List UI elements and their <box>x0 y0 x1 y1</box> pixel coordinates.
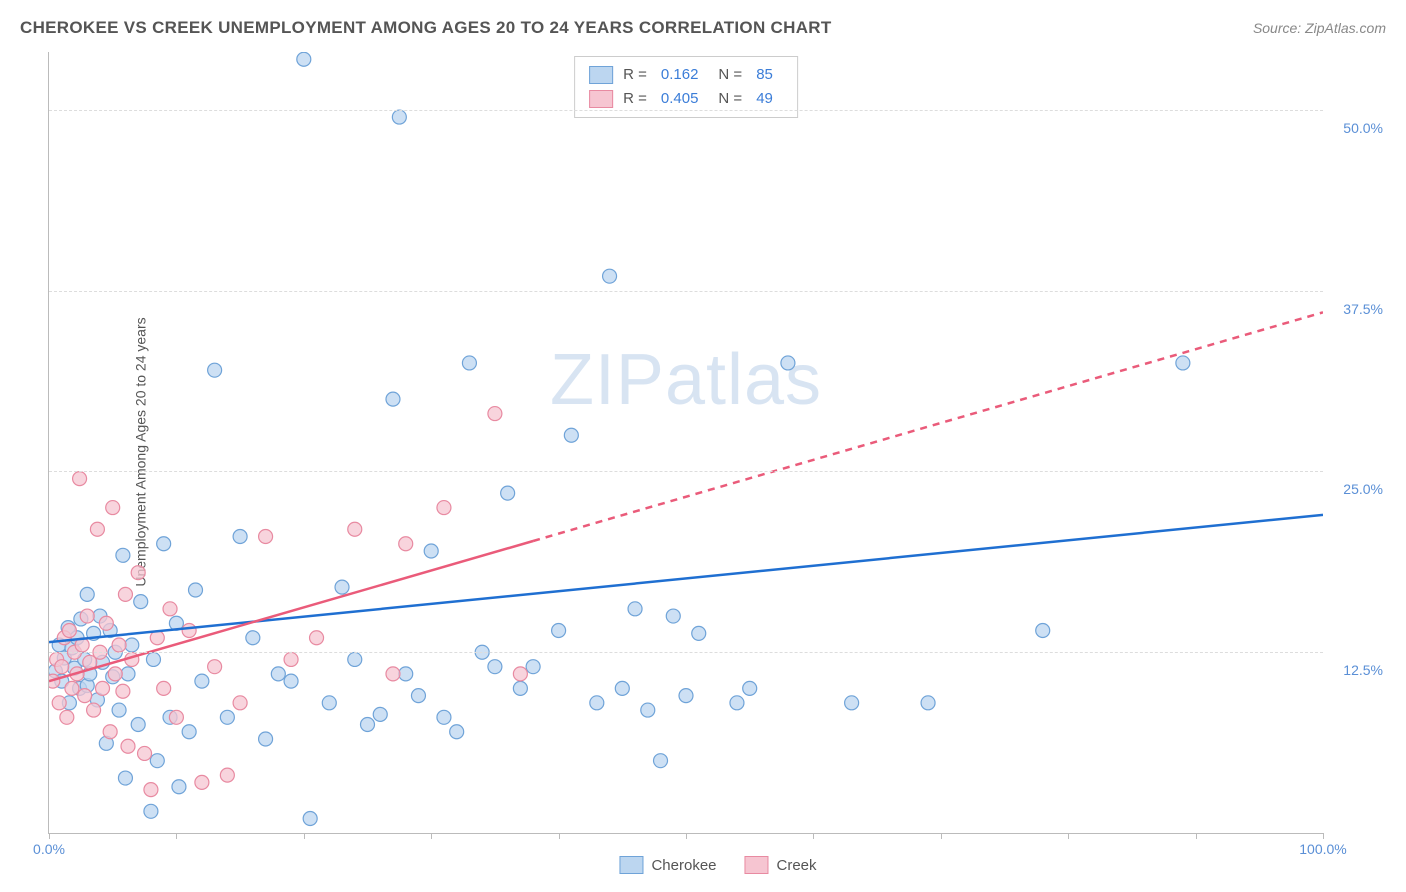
x-tick <box>49 833 50 839</box>
chart-title: CHEROKEE VS CREEK UNEMPLOYMENT AMONG AGE… <box>20 18 832 38</box>
y-tick-label: 12.5% <box>1343 662 1383 678</box>
source-label: Source: ZipAtlas.com <box>1253 20 1386 36</box>
gridline <box>49 652 1323 653</box>
legend-item-cherokee: Cherokee <box>619 856 716 874</box>
x-tick <box>559 833 560 839</box>
swatch-cherokee <box>619 856 643 874</box>
x-tick <box>941 833 942 839</box>
x-tick-label-left: 0.0% <box>33 841 65 857</box>
swatch-creek <box>745 856 769 874</box>
x-tick <box>1068 833 1069 839</box>
y-tick-label: 50.0% <box>1343 120 1383 136</box>
gridline <box>49 471 1323 472</box>
series-legend: Cherokee Creek <box>619 856 816 874</box>
x-tick <box>1323 833 1324 839</box>
x-tick <box>431 833 432 839</box>
x-tick <box>304 833 305 839</box>
legend-label-cherokee: Cherokee <box>651 857 716 874</box>
legend-label-creek: Creek <box>777 857 817 874</box>
plot-container: Unemployment Among Ages 20 to 24 years Z… <box>48 52 1388 852</box>
x-tick <box>813 833 814 839</box>
gridline <box>49 291 1323 292</box>
chart-svg <box>49 52 1323 833</box>
x-tick-label-right: 100.0% <box>1299 841 1346 857</box>
x-tick <box>686 833 687 839</box>
legend-item-creek: Creek <box>745 856 817 874</box>
y-tick-label: 37.5% <box>1343 301 1383 317</box>
x-tick <box>1196 833 1197 839</box>
y-tick-label: 25.0% <box>1343 481 1383 497</box>
plot-area: ZIPatlas R = 0.162 N = 85 R = 0.405 N = … <box>48 52 1323 834</box>
x-tick <box>176 833 177 839</box>
gridline <box>49 110 1323 111</box>
